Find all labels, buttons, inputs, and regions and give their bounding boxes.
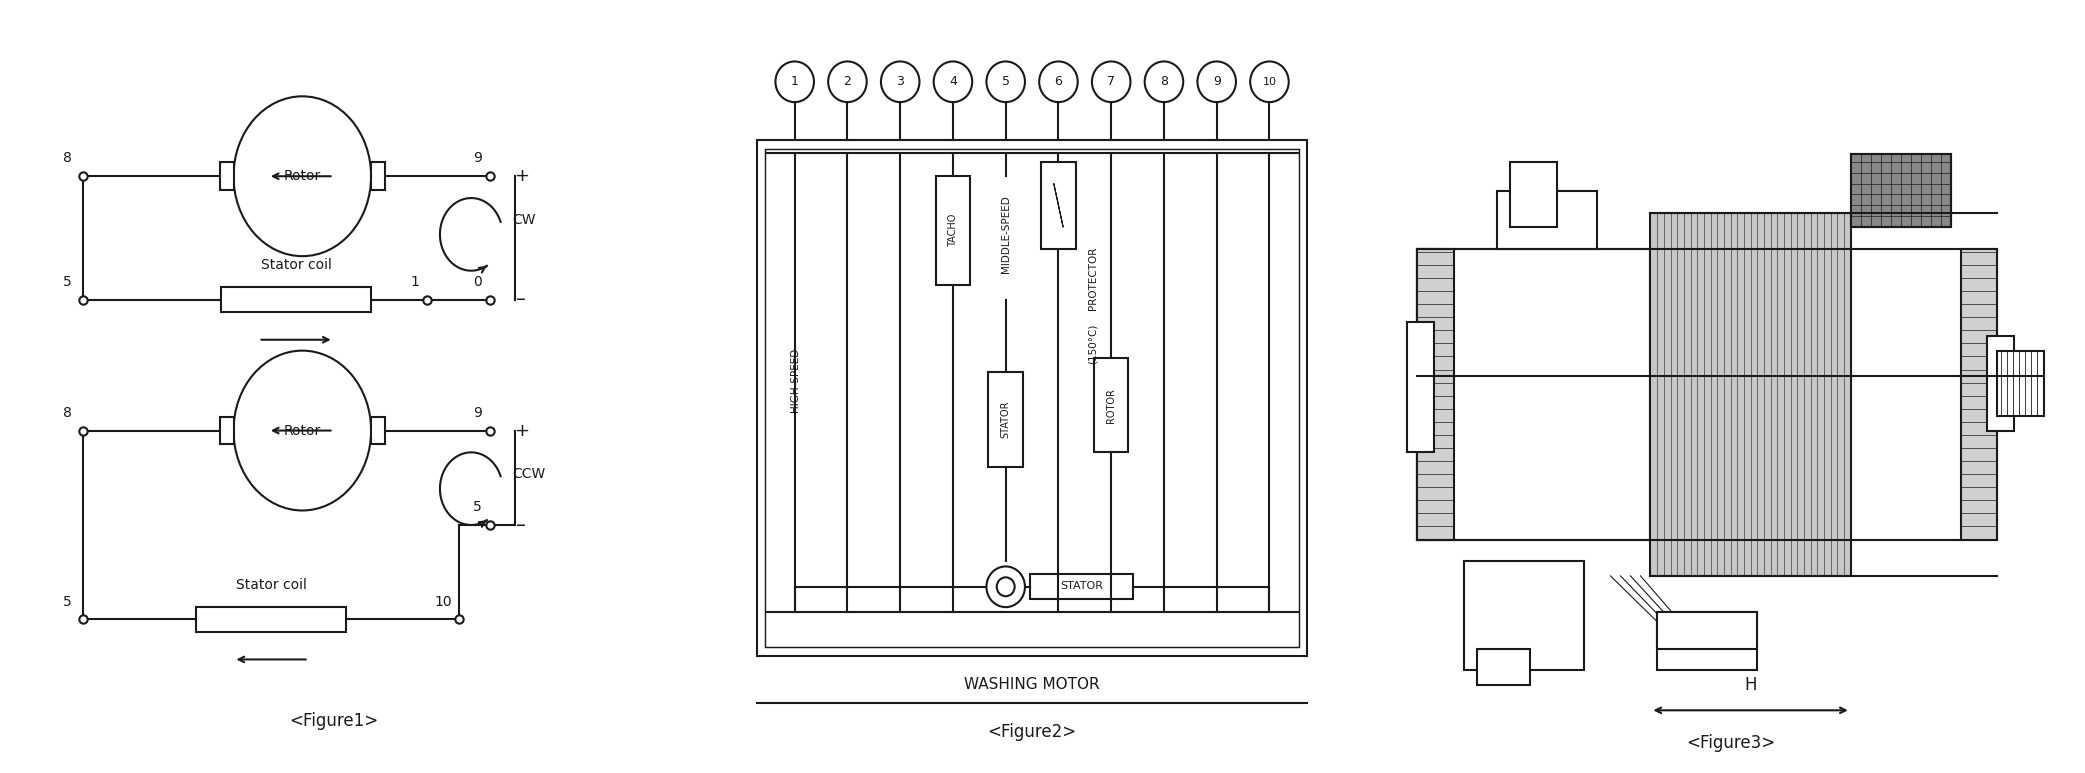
Circle shape xyxy=(1093,61,1130,102)
Bar xyxy=(1476,649,1530,685)
Circle shape xyxy=(997,577,1015,596)
Bar xyxy=(219,162,234,190)
Text: +: + xyxy=(513,167,530,186)
Text: PROTECTOR: PROTECTOR xyxy=(1088,247,1099,310)
Text: Rotor: Rotor xyxy=(284,424,321,438)
Circle shape xyxy=(828,61,867,102)
Circle shape xyxy=(1145,61,1182,102)
Text: <Figure1>: <Figure1> xyxy=(290,712,377,730)
Text: 8: 8 xyxy=(1159,75,1168,88)
Text: Stator coil: Stator coil xyxy=(236,578,306,592)
Text: HIGH-SPEED: HIGH-SPEED xyxy=(790,348,801,412)
Bar xyxy=(1407,322,1434,452)
Text: 5: 5 xyxy=(63,275,73,289)
Bar xyxy=(1658,612,1758,670)
Text: 5: 5 xyxy=(1001,75,1009,88)
Text: 7: 7 xyxy=(1107,75,1115,88)
Text: WASHING MOTOR: WASHING MOTOR xyxy=(963,677,1101,693)
Text: ROTOR: ROTOR xyxy=(1107,388,1115,423)
Text: 1: 1 xyxy=(411,275,419,289)
Text: <Figure3>: <Figure3> xyxy=(1687,734,1774,752)
Bar xyxy=(1040,162,1076,249)
Circle shape xyxy=(882,61,919,102)
Text: H: H xyxy=(1745,676,1758,694)
Text: 8: 8 xyxy=(63,152,73,165)
Bar xyxy=(1464,561,1585,670)
Text: (150°C): (150°C) xyxy=(1088,323,1099,363)
Bar xyxy=(1997,351,2043,416)
Bar xyxy=(1095,358,1128,452)
Text: Stator coil: Stator coil xyxy=(261,258,332,272)
Bar xyxy=(371,162,386,190)
Text: 10: 10 xyxy=(1261,77,1276,87)
Text: 1: 1 xyxy=(790,75,799,88)
Bar xyxy=(221,287,371,312)
Circle shape xyxy=(234,97,371,256)
Text: 9: 9 xyxy=(473,406,482,420)
Bar xyxy=(1418,249,1651,540)
Circle shape xyxy=(776,61,813,102)
Text: CW: CW xyxy=(513,213,536,226)
Text: 0: 0 xyxy=(473,275,482,289)
Text: 2: 2 xyxy=(844,75,851,88)
Text: STATOR: STATOR xyxy=(1059,581,1103,591)
Bar xyxy=(219,417,234,444)
Circle shape xyxy=(986,567,1026,607)
Text: 3: 3 xyxy=(897,75,905,88)
Bar xyxy=(936,176,970,285)
Bar xyxy=(1851,155,1952,227)
Bar xyxy=(1658,612,1758,649)
Text: –: – xyxy=(517,291,525,309)
Text: <Figure2>: <Figure2> xyxy=(988,723,1076,741)
Circle shape xyxy=(1038,61,1078,102)
Bar xyxy=(1418,249,1437,540)
Text: 9: 9 xyxy=(1213,75,1220,88)
Bar xyxy=(1851,155,1952,227)
Text: 5: 5 xyxy=(473,500,482,514)
Bar xyxy=(1651,213,1851,576)
Bar xyxy=(371,417,386,444)
Bar xyxy=(1510,162,1557,227)
Text: 6: 6 xyxy=(1055,75,1063,88)
Bar xyxy=(196,607,346,632)
Circle shape xyxy=(1197,61,1236,102)
Text: 4: 4 xyxy=(949,75,957,88)
Text: 10: 10 xyxy=(434,594,452,608)
Bar xyxy=(1851,249,1997,540)
Text: Rotor: Rotor xyxy=(284,169,321,183)
Bar xyxy=(1497,191,1597,249)
Text: STATOR: STATOR xyxy=(1001,401,1011,438)
Text: 5: 5 xyxy=(63,594,73,608)
Bar xyxy=(757,140,1307,656)
Bar xyxy=(1987,336,2014,431)
Bar xyxy=(1418,249,1453,540)
Text: –: – xyxy=(517,516,525,534)
Text: 8: 8 xyxy=(63,406,73,420)
Circle shape xyxy=(1251,61,1289,102)
Text: CCW: CCW xyxy=(513,467,544,481)
Bar xyxy=(1960,249,1997,540)
Bar xyxy=(1030,574,1132,599)
Text: TACHO: TACHO xyxy=(949,214,957,247)
Bar xyxy=(988,373,1024,467)
Circle shape xyxy=(234,351,371,510)
Bar xyxy=(765,148,1299,647)
Text: MIDDLE-SPEED: MIDDLE-SPEED xyxy=(1001,196,1011,273)
Text: 9: 9 xyxy=(473,152,482,165)
Circle shape xyxy=(934,61,972,102)
Circle shape xyxy=(986,61,1026,102)
Text: +: + xyxy=(513,421,530,440)
